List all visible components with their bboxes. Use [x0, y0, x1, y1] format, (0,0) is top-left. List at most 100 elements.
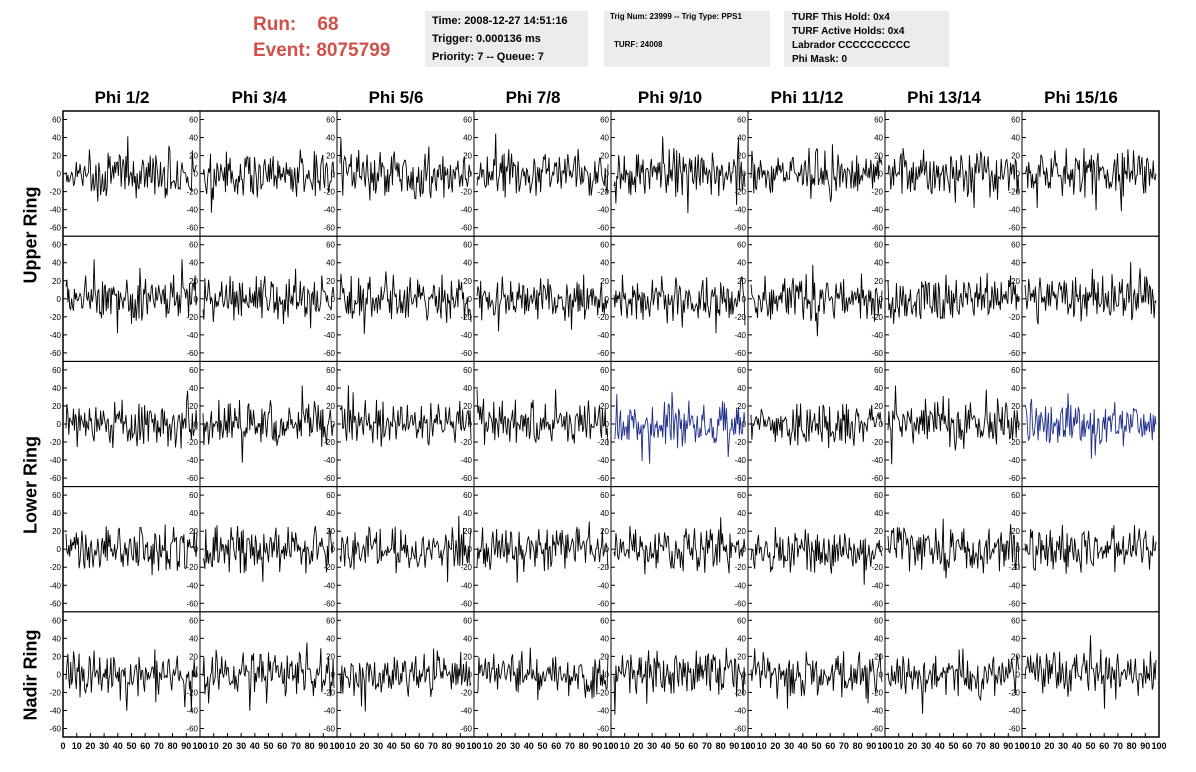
y-tick-label: 20 — [600, 152, 609, 161]
x-tick-label: 70 — [839, 741, 849, 751]
y-tick-label: -60 — [49, 474, 61, 483]
y-tick-label: 20 — [326, 527, 335, 536]
y-tick-label: 40 — [189, 509, 198, 518]
y-tick-label: -20 — [1008, 438, 1020, 447]
waveform-trace — [1024, 635, 1157, 709]
y-tick-label: -40 — [49, 456, 61, 465]
x-tick-label: 20 — [633, 741, 643, 751]
y-tick-label: 0 — [879, 295, 884, 304]
x-tick-label: 90 — [318, 741, 328, 751]
waveform-panel — [336, 611, 475, 738]
y-tick-label: -20 — [323, 563, 335, 572]
y-tick-label: 60 — [874, 366, 883, 375]
y-tick-label: 0 — [468, 670, 473, 679]
y-tick-label: -20 — [734, 188, 746, 197]
y-tick-label: 60 — [1011, 116, 1020, 125]
y-tick-label: 60 — [189, 116, 198, 125]
y-tick-label: 40 — [189, 384, 198, 393]
column-label-phi-3-4: Phi 3/4 — [231, 88, 287, 107]
waveform-trace — [65, 136, 198, 202]
y-tick-label: 0 — [879, 170, 884, 179]
x-tick-label: 60 — [551, 741, 561, 751]
y-tick-label: -60 — [597, 724, 609, 733]
y-tick-label: 60 — [52, 116, 61, 125]
y-tick-label: 60 — [874, 616, 883, 625]
y-tick-label: 20 — [600, 277, 609, 286]
y-tick-label: 60 — [1011, 616, 1020, 625]
waveform-trace — [750, 527, 883, 585]
x-tick-label: 20 — [1044, 741, 1054, 751]
y-tick-label: 0 — [194, 420, 199, 429]
waveform-trace — [339, 515, 472, 583]
y-tick-label: -60 — [871, 599, 883, 608]
y-tick-label: -60 — [871, 474, 883, 483]
y-tick-label: 20 — [189, 152, 198, 161]
y-tick-label: -60 — [734, 599, 746, 608]
y-tick-label: -20 — [597, 438, 609, 447]
y-tick-label: 60 — [463, 366, 472, 375]
x-tick-label: 0 — [745, 741, 750, 751]
x-tick-label: 60 — [414, 741, 424, 751]
y-tick-label: 0 — [468, 295, 473, 304]
time-text: Time: 2008-12-27 14:51:16 — [432, 15, 568, 27]
y-tick-label: -40 — [871, 331, 883, 340]
y-tick-label: -20 — [871, 188, 883, 197]
y-tick-label: 40 — [737, 384, 746, 393]
y-tick-label: -20 — [460, 438, 472, 447]
column-label-phi-15-16: Phi 15/16 — [1044, 88, 1118, 107]
y-tick-label: 60 — [874, 241, 883, 250]
y-tick-label: -40 — [186, 581, 198, 590]
y-tick-label: -20 — [186, 188, 198, 197]
y-tick-label: 40 — [874, 509, 883, 518]
x-tick-label: 100 — [603, 741, 618, 751]
phi-mask-text: Phi Mask: 0 — [792, 54, 848, 65]
y-tick-label: 0 — [1016, 670, 1021, 679]
event-label: Event: — [253, 40, 312, 61]
y-tick-label: -60 — [323, 474, 335, 483]
y-tick-label: 20 — [874, 152, 883, 161]
turf-info-box: TURF This Hold: 0x4 TURF Active Holds: 0… — [784, 11, 949, 67]
x-tick-label: 0 — [608, 741, 613, 751]
y-tick-label: -40 — [1008, 706, 1020, 715]
y-tick-label: -60 — [186, 349, 198, 358]
y-tick-label: 0 — [468, 420, 473, 429]
trigger-text: Trigger: 0.000136 ms — [432, 33, 541, 45]
y-tick-label: -20 — [734, 313, 746, 322]
y-tick-label: -40 — [1008, 206, 1020, 215]
y-tick-label: 20 — [189, 527, 198, 536]
priority-text: Priority: 7 -- Queue: 7 — [432, 51, 544, 63]
y-tick-label: 40 — [737, 259, 746, 268]
y-tick-label: 40 — [737, 634, 746, 643]
y-tick-label: 40 — [326, 509, 335, 518]
y-tick-label: 60 — [600, 366, 609, 375]
y-tick-label: -40 — [460, 206, 472, 215]
y-tick-label: 0 — [194, 170, 199, 179]
y-tick-label: 40 — [463, 634, 472, 643]
x-tick-label: 40 — [250, 741, 260, 751]
waveform-trace — [1024, 393, 1157, 459]
waveform-trace — [613, 517, 746, 575]
x-tick-label: 70 — [154, 741, 164, 751]
y-tick-label: -60 — [1008, 349, 1020, 358]
y-tick-label: 60 — [463, 491, 472, 500]
y-tick-label: 0 — [57, 545, 62, 554]
x-tick-label: 70 — [428, 741, 438, 751]
y-tick-label: 20 — [600, 527, 609, 536]
y-tick-label: 0 — [194, 295, 199, 304]
y-tick-label: 60 — [1011, 491, 1020, 500]
turf-active-text: TURF Active Holds: 0x4 — [792, 26, 905, 37]
y-tick-label: -40 — [871, 456, 883, 465]
waveform-trace — [887, 385, 1020, 465]
x-tick-label: 10 — [620, 741, 630, 751]
y-tick-label: 0 — [468, 170, 473, 179]
y-tick-label: 40 — [600, 259, 609, 268]
y-tick-label: 40 — [874, 634, 883, 643]
y-tick-label: -20 — [871, 438, 883, 447]
waveform-trace — [750, 264, 883, 337]
y-tick-label: 20 — [737, 277, 746, 286]
trig-num-text: Trig Num: 23999 -- Trig Type: PPS1 — [610, 12, 742, 21]
y-tick-label: -40 — [871, 706, 883, 715]
waveform-trace — [750, 648, 883, 709]
event-value: 8075799 — [316, 40, 391, 61]
y-tick-label: -40 — [186, 206, 198, 215]
